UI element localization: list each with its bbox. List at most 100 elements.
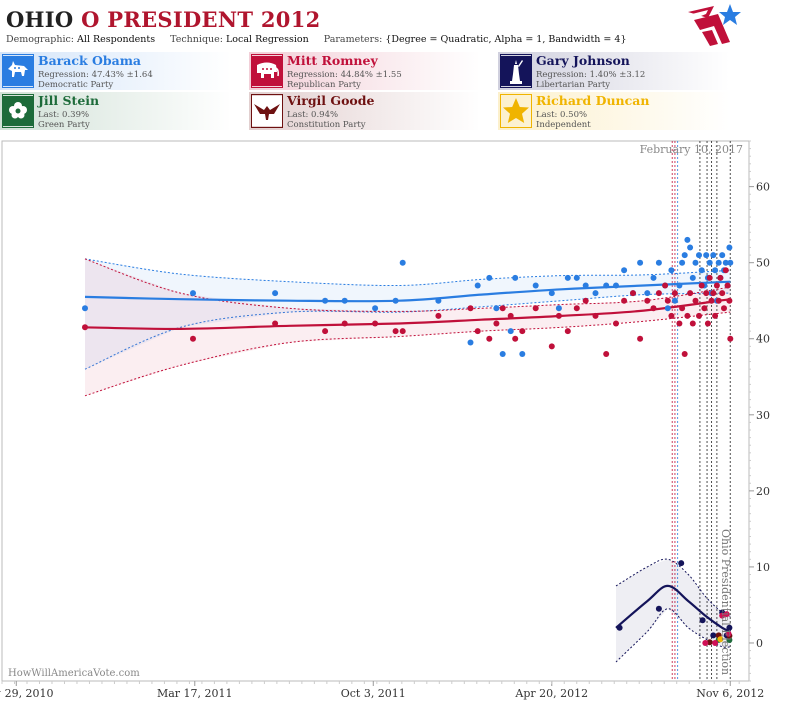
poll-point[interactable] [703,290,710,297]
poll-point[interactable] [698,282,705,289]
poll-point[interactable] [723,611,730,618]
poll-point[interactable] [341,297,348,304]
poll-point[interactable] [696,312,702,319]
poll-point[interactable] [272,290,279,297]
candidate-card[interactable]: Virgil Goode Last: 0.94% Constitution Part… [249,92,493,130]
poll-point[interactable] [548,290,555,297]
poll-point[interactable] [548,343,555,350]
poll-point[interactable] [684,312,691,319]
poll-point[interactable] [668,312,675,319]
poll-point[interactable] [650,305,657,312]
poll-point[interactable] [435,297,442,304]
poll-point[interactable] [573,274,580,281]
poll-point[interactable] [507,328,514,335]
poll-point[interactable] [582,282,589,289]
poll-point[interactable] [655,290,662,297]
poll-point[interactable] [704,320,711,327]
poll-point[interactable] [630,290,636,297]
poll-point[interactable] [486,335,493,342]
candidate-card[interactable]: Richard Duncan Last: 0.50% Independent [498,92,742,130]
poll-point[interactable] [726,297,733,304]
poll-point[interactable] [392,328,399,335]
poll-point[interactable] [486,274,493,281]
poll-point[interactable] [698,267,705,274]
poll-point[interactable] [467,339,474,346]
candidate-card[interactable]: Mitt Romney Regression: 44.84% ±1.55 Repub… [249,52,493,90]
poll-point[interactable] [710,632,717,639]
poll-point[interactable] [474,328,481,335]
poll-point[interactable] [712,312,719,319]
poll-point[interactable] [592,312,599,319]
poll-point[interactable] [676,282,683,289]
poll-point[interactable] [727,335,734,342]
poll-point[interactable] [712,640,719,646]
poll-point[interactable] [671,290,678,297]
poll-point[interactable] [676,320,683,327]
poll-point[interactable] [706,274,713,281]
poll-point[interactable] [681,252,688,259]
poll-point[interactable] [564,274,571,281]
poll-point[interactable] [664,297,671,304]
poll-point[interactable] [726,244,733,251]
poll-point[interactable] [703,252,710,259]
poll-point[interactable] [532,305,539,312]
poll-point[interactable] [722,267,729,274]
poll-point[interactable] [272,320,279,327]
poll-point[interactable] [322,297,329,304]
poll-point[interactable] [613,282,619,289]
poll-point[interactable] [702,640,709,646]
poll-point[interactable] [706,259,713,266]
poll-point[interactable] [717,636,724,643]
poll-point[interactable] [655,605,662,612]
poll-point[interactable] [725,630,732,637]
poll-point[interactable] [322,328,329,335]
site-logo-icon[interactable] [684,2,742,48]
poll-point[interactable] [341,320,348,327]
poll-point[interactable] [512,335,519,342]
poll-point[interactable] [499,351,506,357]
poll-point[interactable] [603,351,610,357]
poll-point[interactable] [712,267,719,274]
poll-point[interactable] [668,267,675,274]
candidate-card[interactable]: Gary Johnson Regression: 1.40% ±3.12 Liber… [498,52,742,90]
poll-point[interactable] [621,267,628,274]
poll-point[interactable] [710,252,717,259]
poll-point[interactable] [687,290,694,297]
poll-point[interactable] [726,624,733,631]
poll-point[interactable] [499,305,506,312]
poll-point[interactable] [678,560,685,567]
poll-point[interactable] [644,290,651,297]
candidate-card[interactable]: Jill Stein Last: 0.39% Green Party [0,92,244,130]
poll-point[interactable] [721,305,727,312]
poll-point[interactable] [435,312,442,319]
poll-point[interactable] [190,290,196,297]
poll-point[interactable] [717,274,724,281]
poll-point[interactable] [82,305,88,312]
poll-point[interactable] [592,290,599,297]
technique-value[interactable]: Local Regression [226,34,309,45]
parameters-value[interactable]: {Degree = Quadratic, Alpha = 1, Bandwidt… [385,34,627,45]
poll-point[interactable] [399,328,406,335]
poll-point[interactable] [655,259,662,266]
poll-point[interactable] [493,320,500,327]
poll-point[interactable] [684,236,691,243]
poll-point[interactable] [699,617,706,624]
poll-point[interactable] [564,328,571,335]
poll-point[interactable] [512,274,519,281]
poll-point[interactable] [650,274,657,281]
poll-point[interactable] [613,320,619,327]
poll-point[interactable] [190,335,196,342]
poll-point[interactable] [701,305,708,312]
poll-point[interactable] [724,282,731,289]
poll-point[interactable] [399,259,406,266]
candidate-card[interactable]: Barack Obama Regression: 47.43% ±1.64 Demo… [0,52,244,90]
poll-point[interactable] [637,335,644,342]
poll-point[interactable] [681,351,688,357]
poll-point[interactable] [82,324,88,331]
poll-point[interactable] [616,624,623,631]
poll-point[interactable] [621,297,628,304]
poll-point[interactable] [664,305,671,312]
poll-point[interactable] [722,259,729,266]
poll-point[interactable] [582,297,589,304]
poll-point[interactable] [692,259,699,266]
